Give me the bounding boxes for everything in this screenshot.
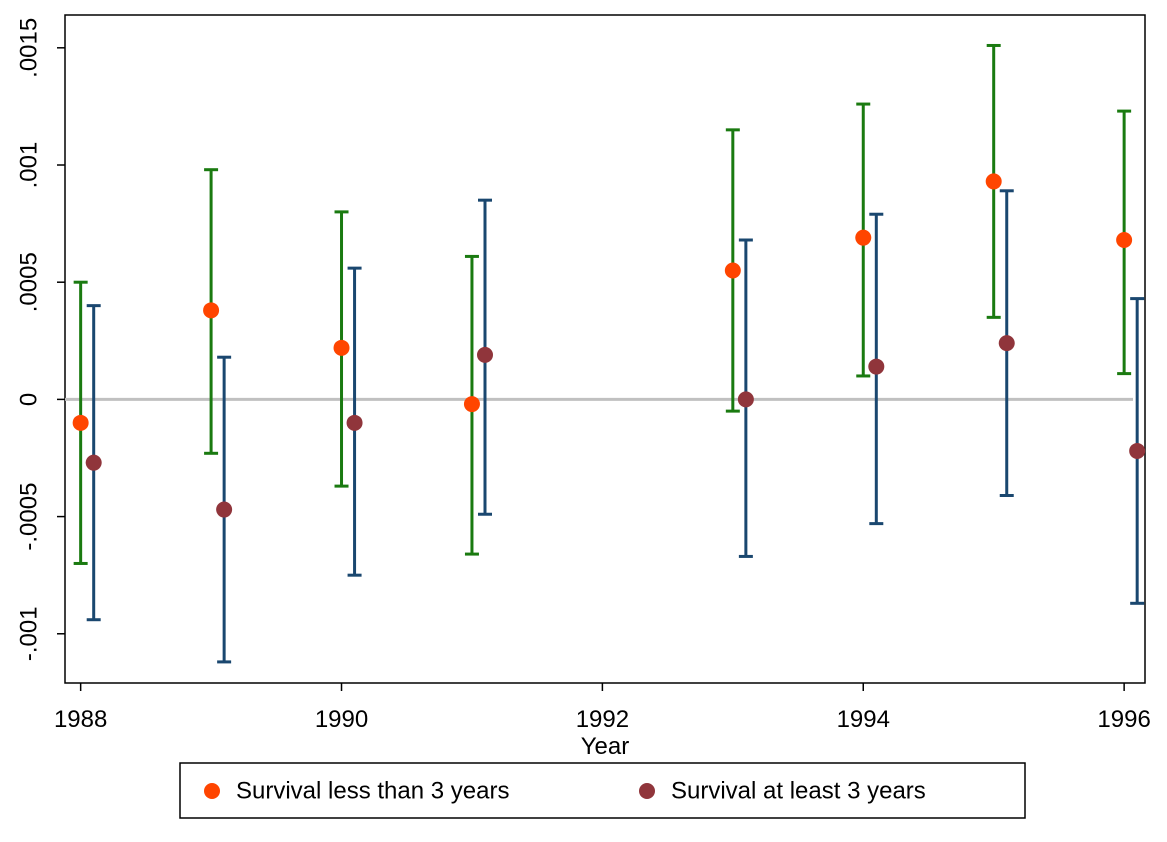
y-tick-label: .0005 — [15, 252, 42, 312]
point — [998, 335, 1015, 352]
point — [855, 229, 872, 246]
point — [346, 414, 363, 431]
point — [737, 391, 754, 408]
point — [85, 454, 102, 471]
point — [203, 302, 220, 319]
x-tick-label: 1990 — [315, 706, 368, 733]
point — [463, 396, 480, 413]
legend-label: Survival less than 3 years — [236, 777, 509, 804]
y-tick-label: -.0005 — [15, 483, 42, 551]
point — [868, 358, 885, 375]
point — [1116, 232, 1133, 249]
legend-box — [179, 762, 1026, 819]
point — [724, 262, 741, 279]
point — [477, 346, 493, 363]
x-axis-label: Year — [581, 733, 630, 760]
y-tick-label: 0 — [15, 393, 42, 406]
x-tick-label: 1988 — [54, 706, 107, 733]
y-tick-label: -.001 — [15, 606, 42, 661]
point — [72, 414, 89, 431]
point — [1129, 442, 1146, 459]
legend-label: Survival at least 3 years — [671, 777, 926, 804]
legend-marker — [639, 783, 655, 799]
x-tick-label: 1994 — [837, 706, 890, 733]
plot-frame — [64, 14, 1146, 684]
y-tick-label: .0015 — [15, 18, 42, 78]
point — [216, 501, 233, 518]
legend-marker — [204, 783, 220, 799]
point — [333, 339, 350, 356]
point — [985, 173, 1002, 190]
x-tick-label: 1996 — [1097, 706, 1150, 733]
y-tick-label: .001 — [15, 142, 42, 189]
x-tick-label: 1992 — [576, 706, 629, 733]
